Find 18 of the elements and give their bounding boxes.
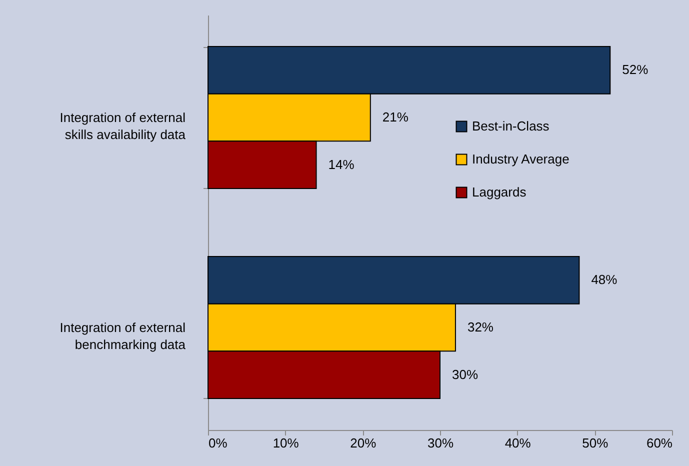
data-label: 30% (452, 366, 478, 382)
legend-label: Laggards (472, 184, 527, 200)
y-tick-label: Integration of external benchmarking data (60, 320, 186, 352)
x-tick-label: 0% (208, 436, 228, 450)
x-tick-label: 50% (582, 436, 609, 450)
data-label: 14% (328, 156, 355, 172)
legend-label: Industry Average (472, 152, 570, 166)
x-tick-label: 60% (646, 436, 673, 450)
x-tick-label: 20% (350, 436, 377, 450)
x-tick-label: 30% (427, 436, 454, 450)
data-label: 32% (467, 320, 494, 335)
x-tick-label: 10% (272, 436, 300, 450)
y-tick-label: Integration of external skills availability data (60, 110, 186, 142)
x-tick-label: 40% (504, 436, 532, 450)
legend-label: Best-in-Class (472, 118, 550, 134)
data-label: 48% (591, 272, 618, 288)
data-label: 21% (382, 109, 409, 124)
data-label: 52% (622, 62, 649, 78)
